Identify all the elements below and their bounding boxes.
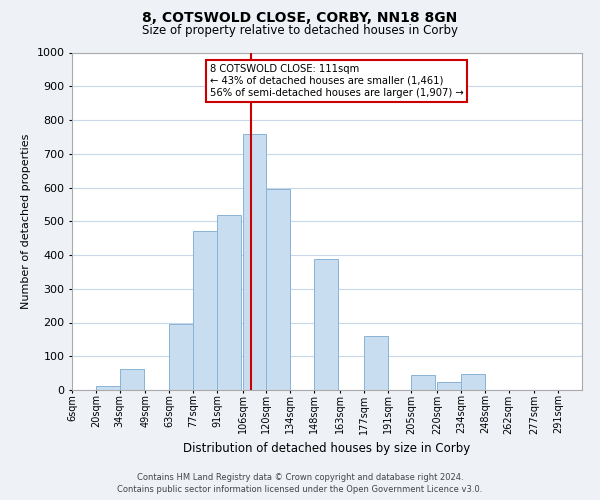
Text: Size of property relative to detached houses in Corby: Size of property relative to detached ho…	[142, 24, 458, 37]
Text: Contains HM Land Registry data © Crown copyright and database right 2024.
Contai: Contains HM Land Registry data © Crown c…	[118, 472, 482, 494]
Bar	[461, 374, 485, 390]
Bar	[96, 386, 120, 390]
Bar	[217, 215, 241, 390]
Bar	[193, 232, 217, 390]
Bar	[242, 134, 266, 390]
X-axis label: Distribution of detached houses by size in Corby: Distribution of detached houses by size …	[184, 442, 470, 455]
Bar	[169, 324, 193, 390]
Bar	[120, 368, 143, 390]
Bar	[412, 376, 436, 390]
Bar	[364, 336, 388, 390]
Bar	[266, 189, 290, 390]
Bar	[314, 258, 338, 390]
Y-axis label: Number of detached properties: Number of detached properties	[21, 134, 31, 309]
Bar	[437, 382, 461, 390]
Text: 8 COTSWOLD CLOSE: 111sqm
← 43% of detached houses are smaller (1,461)
56% of sem: 8 COTSWOLD CLOSE: 111sqm ← 43% of detach…	[210, 64, 463, 98]
Text: 8, COTSWOLD CLOSE, CORBY, NN18 8GN: 8, COTSWOLD CLOSE, CORBY, NN18 8GN	[142, 12, 458, 26]
